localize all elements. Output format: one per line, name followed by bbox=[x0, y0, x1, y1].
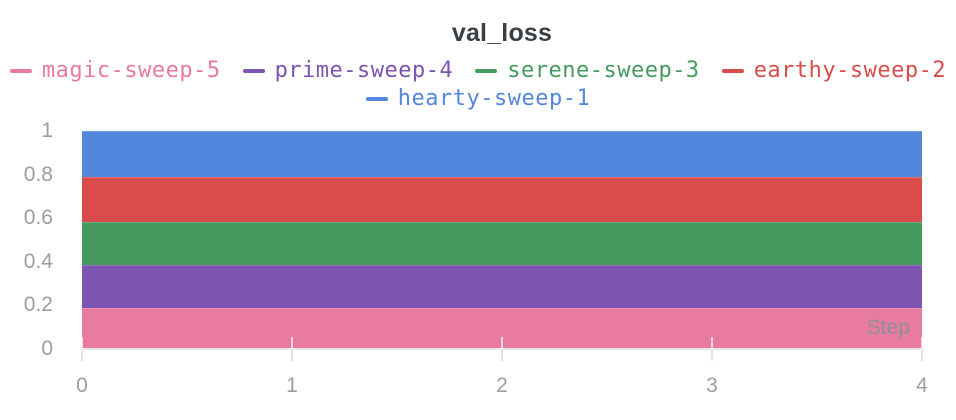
legend-item-label: magic-sweep-5 bbox=[41, 58, 221, 83]
y-tick-label: 1 bbox=[41, 119, 53, 142]
legend-item-earthy-sweep-2[interactable]: earthy-sweep-2 bbox=[721, 58, 947, 84]
legend-item-prime-sweep-4[interactable]: prime-sweep-4 bbox=[242, 58, 454, 84]
legend-row-1: magic-sweep-5 prime-sweep-4 serene-sweep-3… bbox=[0, 58, 956, 84]
legend-item-label: earthy-sweep-2 bbox=[753, 58, 947, 83]
y-tick-label: 0.6 bbox=[23, 206, 53, 229]
legend-swatch-icon bbox=[242, 69, 265, 73]
x-tick-label: 2 bbox=[496, 374, 508, 397]
x-tick-mark bbox=[291, 337, 293, 349]
series-band-earthy-sweep-2[interactable] bbox=[82, 176, 922, 222]
y-tick-label: 0.2 bbox=[23, 293, 53, 316]
legend-swatch-icon bbox=[721, 69, 744, 73]
series-band-prime-sweep-4[interactable] bbox=[82, 265, 922, 308]
x-tick-mark bbox=[501, 337, 503, 349]
series-band-serene-sweep-3[interactable] bbox=[82, 221, 922, 266]
legend-item-label: prime-sweep-4 bbox=[274, 58, 454, 83]
x-tick-label: 1 bbox=[286, 374, 298, 397]
y-tick-label: 0.8 bbox=[23, 163, 53, 186]
series-band-hearty-sweep-1[interactable] bbox=[82, 131, 922, 177]
legend-item-magic-sweep-5[interactable]: magic-sweep-5 bbox=[9, 58, 221, 84]
chart-title: val_loss bbox=[451, 19, 553, 47]
x-tick-mark bbox=[81, 349, 83, 361]
x-axis-title: Step bbox=[866, 316, 910, 339]
plot-area[interactable]: Step bbox=[82, 131, 922, 349]
legend-swatch-icon bbox=[9, 69, 32, 73]
legend-swatch-icon bbox=[475, 69, 498, 73]
legend-item-label: hearty-sweep-1 bbox=[397, 86, 591, 111]
x-tick-mark bbox=[291, 349, 293, 361]
x-tick-label: 3 bbox=[706, 374, 718, 397]
legend-item-label: serene-sweep-3 bbox=[507, 58, 700, 83]
x-tick-mark bbox=[81, 337, 83, 349]
y-tick-label: 0 bbox=[41, 337, 53, 360]
x-tick-mark bbox=[921, 349, 923, 361]
legend-swatch-icon bbox=[365, 97, 388, 101]
y-tick-label: 0.4 bbox=[23, 250, 53, 273]
legend-item-serene-sweep-3[interactable]: serene-sweep-3 bbox=[475, 58, 699, 84]
x-tick-mark bbox=[921, 337, 923, 349]
x-tick-mark bbox=[711, 337, 713, 349]
x-tick-label: 0 bbox=[76, 374, 88, 397]
x-tick-label: 4 bbox=[916, 374, 928, 397]
x-tick-mark bbox=[501, 349, 503, 361]
legend-row-2: hearty-sweep-1 bbox=[0, 86, 956, 112]
legend-item-hearty-sweep-1[interactable]: hearty-sweep-1 bbox=[365, 86, 591, 112]
x-tick-mark bbox=[711, 349, 713, 361]
